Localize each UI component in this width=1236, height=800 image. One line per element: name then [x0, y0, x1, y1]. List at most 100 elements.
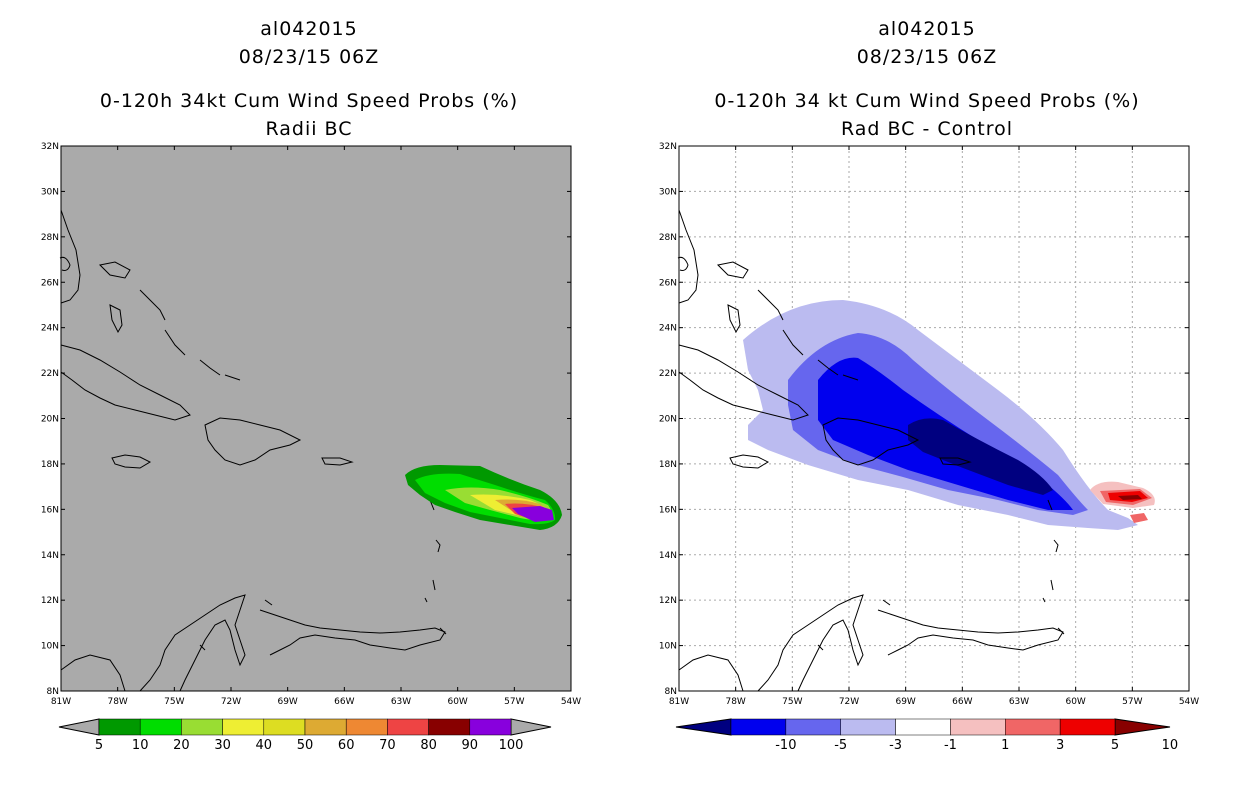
axis-ticks — [678, 145, 1190, 692]
colorbar-swatch — [345, 718, 388, 736]
colorbar-high-triangle — [1114, 718, 1171, 736]
colorbar-swatch — [428, 718, 471, 736]
lon-label: 81W — [51, 697, 71, 707]
lat-label: 30N — [659, 187, 677, 197]
lat-label: 20N — [659, 415, 677, 425]
diff-contour-minus10 — [908, 418, 1053, 495]
coastlines — [677, 209, 1065, 692]
colorbar-label: 1 — [1001, 738, 1009, 753]
colorbar-label: 70 — [379, 738, 396, 753]
lon-label: 72W — [839, 697, 859, 707]
colorbar: -10 -5 -3 -1 1 3 5 10 — [675, 718, 1179, 753]
colorbar-swatch — [139, 718, 182, 736]
colorbar-high-triangle — [510, 718, 552, 736]
lon-label: 66W — [334, 697, 354, 707]
colorbar: 5 10 20 30 40 50 60 70 80 90 100 — [58, 718, 552, 753]
lat-label: 10N — [659, 642, 677, 652]
lat-label: 26N — [41, 278, 59, 288]
colorbar-swatch — [387, 718, 429, 736]
colorbar-label: -3 — [889, 738, 902, 753]
colorbar-label: 100 — [499, 738, 524, 753]
lat-label: 8N — [665, 687, 677, 697]
product-title: 0-120h 34 kt Cum Wind Speed Probs (%) — [714, 90, 1140, 112]
axis-ticks — [60, 145, 572, 692]
lon-label: 78W — [725, 697, 745, 707]
lat-label: 24N — [659, 324, 677, 334]
storm-id-title: al042015 — [260, 18, 358, 40]
colorbar-label: 10 — [1162, 738, 1179, 753]
colorbar-label: -5 — [834, 738, 847, 753]
lon-label: 63W — [1009, 697, 1029, 707]
colorbar-swatch — [950, 718, 1006, 736]
lon-label: 69W — [277, 697, 297, 707]
colorbar-swatch — [785, 718, 841, 736]
colorbar-low-triangle — [675, 718, 732, 736]
lat-label: 26N — [659, 278, 677, 288]
left-map-svg: 32N 30N 28N 26N 24N 22N 20N 18N 16N 14N 12N 10N 8N 8… — [41, 142, 581, 753]
lon-label: 78W — [107, 697, 127, 707]
colorbar-swatch — [181, 718, 223, 736]
coastlines — [59, 209, 447, 692]
lon-labels: 81W 78W 75W 72W 69W 66W 63W 60W 57W 54W — [669, 697, 1199, 707]
lat-label: 14N — [41, 551, 59, 561]
colorbar-label: 90 — [462, 738, 479, 753]
lat-label: 16N — [659, 505, 677, 515]
lat-labels: 32N 30N 28N 26N 24N 22N 20N 18N 16N 14N 12N 10N 8N — [659, 142, 677, 697]
diff-contour-plus10 — [1118, 495, 1142, 500]
lon-label: 57W — [504, 697, 524, 707]
lat-labels: 32N 30N 28N 26N 24N 22N 20N 18N 16N 14N 12N 10N 8N — [41, 142, 59, 697]
colorbar-swatch — [469, 718, 512, 736]
colorbar-label: 60 — [338, 738, 355, 753]
lat-label: 28N — [659, 233, 677, 243]
lon-label: 57W — [1122, 697, 1142, 707]
lon-label: 66W — [952, 697, 972, 707]
lat-label: 32N — [41, 142, 59, 152]
lon-label: 63W — [391, 697, 411, 707]
lon-label: 75W — [782, 697, 802, 707]
colorbar-label: -10 — [775, 738, 796, 753]
lat-label: 22N — [41, 369, 59, 379]
colorbar-label: 3 — [1056, 738, 1064, 753]
colorbar-label: 5 — [95, 738, 103, 753]
colorbar-low-triangle — [58, 718, 100, 736]
colorbar-label: 80 — [420, 738, 437, 753]
lon-label: 54W — [1179, 697, 1199, 707]
colorbar-swatch — [895, 718, 951, 736]
left-map-panel: al042015 08/23/15 06Z 0-120h 34kt Cum Wi… — [41, 18, 581, 753]
storm-id-title: al042015 — [878, 18, 976, 40]
colorbar-swatch — [263, 718, 306, 736]
lon-label: 69W — [895, 697, 915, 707]
lat-label: 14N — [659, 551, 677, 561]
colorbar-swatch — [730, 718, 787, 736]
lon-label: 54W — [561, 697, 581, 707]
lat-label: 20N — [41, 415, 59, 425]
lon-labels: 81W 78W 75W 72W 69W 66W 63W 60W 57W 54W — [51, 697, 581, 707]
lat-label: 16N — [41, 505, 59, 515]
lat-label: 10N — [41, 642, 59, 652]
colorbar-swatch — [840, 718, 896, 736]
lat-label: 22N — [659, 369, 677, 379]
lat-label: 24N — [41, 324, 59, 334]
colorbar-swatch — [98, 718, 141, 736]
colorbar-swatch — [1005, 718, 1061, 736]
lon-label: 60W — [1065, 697, 1085, 707]
wind-probability-swath — [405, 465, 562, 530]
colorbar-swatch — [222, 718, 265, 736]
subtitle: Radii BC — [265, 118, 353, 140]
colorbar-label: 50 — [297, 738, 314, 753]
forecast-time-title: 08/23/15 06Z — [856, 46, 998, 68]
difference-field — [743, 300, 1155, 530]
colorbar-label: -1 — [944, 738, 957, 753]
right-map-svg: 32N 30N 28N 26N 24N 22N 20N 18N 16N 14N 12N 10N 8N 8… — [659, 142, 1199, 753]
map-background — [60, 145, 572, 692]
colorbar-label: 20 — [173, 738, 190, 753]
lat-label: 32N — [659, 142, 677, 152]
colorbar-label: 10 — [132, 738, 149, 753]
product-title: 0-120h 34kt Cum Wind Speed Probs (%) — [99, 90, 519, 112]
lon-label: 60W — [447, 697, 467, 707]
lat-label: 18N — [41, 460, 59, 470]
lon-label: 81W — [669, 697, 689, 707]
right-map-panel: al042015 08/23/15 06Z 0-120h 34 kt Cum W… — [618, 0, 1236, 800]
colorbar-label: 5 — [1111, 738, 1119, 753]
lat-label: 18N — [659, 460, 677, 470]
